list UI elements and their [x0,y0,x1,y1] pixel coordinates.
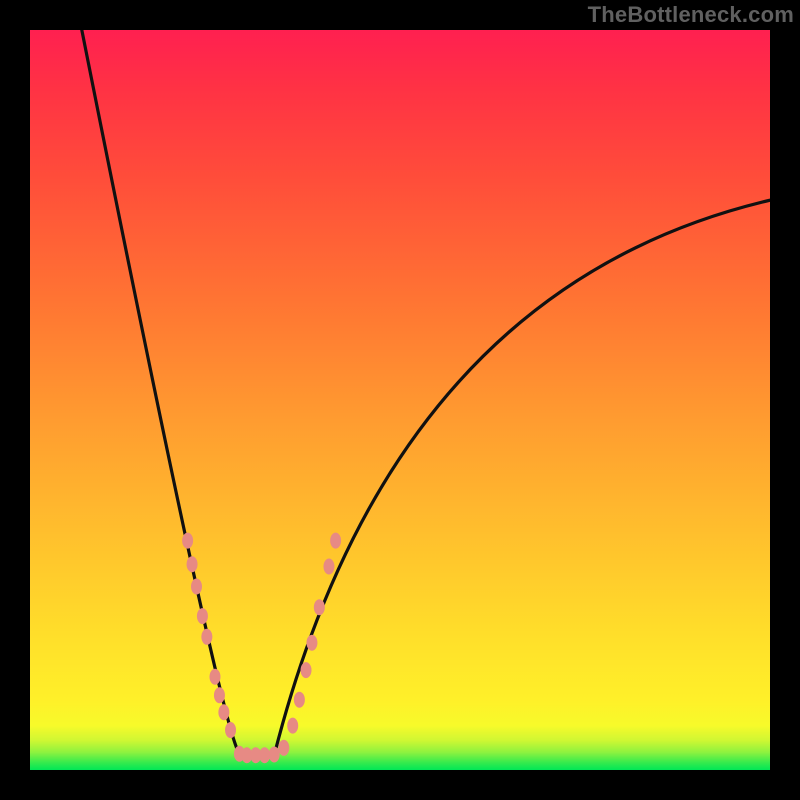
data-marker [301,662,312,678]
data-marker [323,559,334,575]
gradient-background [30,30,770,770]
attribution-watermark: TheBottleneck.com [588,2,794,28]
data-marker [278,740,289,756]
bottleneck-curve-chart [30,30,770,770]
data-marker [214,687,225,703]
data-marker [259,747,270,763]
data-marker [269,746,280,762]
plot-area [30,30,770,770]
data-marker [294,692,305,708]
data-marker [201,629,212,645]
data-marker [197,608,208,624]
data-marker [210,669,221,685]
data-marker [287,718,298,734]
data-marker [182,533,193,549]
data-marker [330,533,341,549]
data-marker [187,556,198,572]
data-marker [191,578,202,594]
chart-frame: TheBottleneck.com [0,0,800,800]
data-marker [218,704,229,720]
data-marker [225,722,236,738]
data-marker [314,599,325,615]
data-marker [306,635,317,651]
